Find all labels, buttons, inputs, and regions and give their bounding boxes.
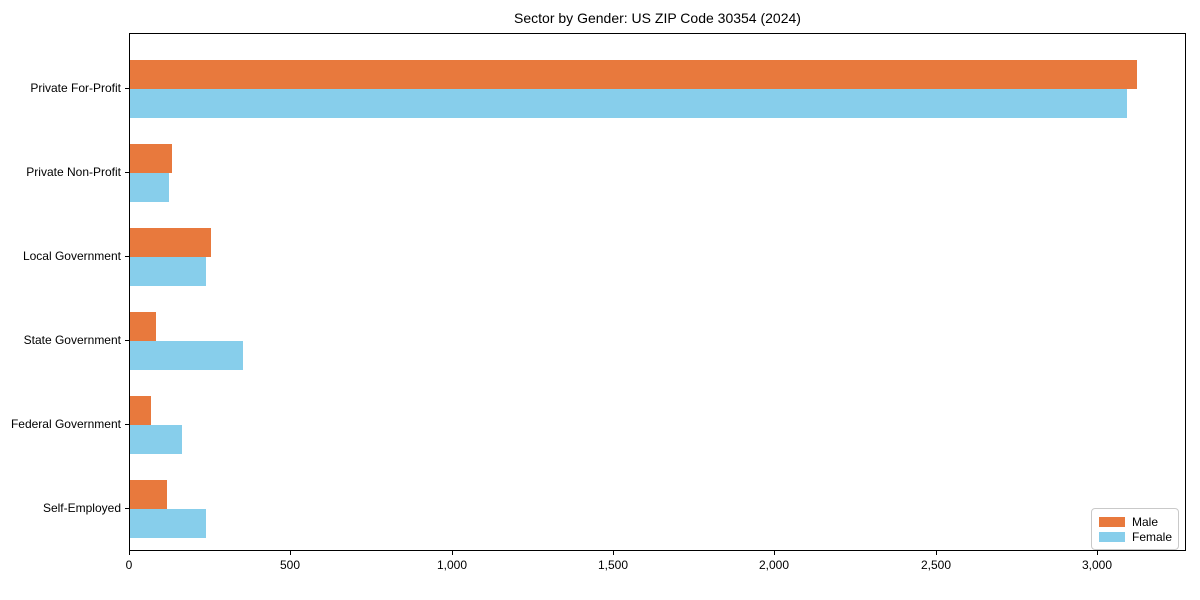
x-tick-label-4: 2,000 xyxy=(758,558,790,572)
x-tick-label-6: 3,000 xyxy=(1081,558,1113,572)
bar-male-0 xyxy=(130,60,1137,89)
legend-item-female: Female xyxy=(1099,529,1173,544)
x-tick-label-3: 1,500 xyxy=(597,558,629,572)
legend-swatch-female xyxy=(1099,531,1125,542)
y-tick-label-3: State Government xyxy=(23,333,121,347)
y-tick-5 xyxy=(125,508,129,509)
plot-area xyxy=(129,33,1186,551)
bar-female-0 xyxy=(130,89,1127,118)
bar-male-2 xyxy=(130,228,211,257)
x-tick-label-0: 0 xyxy=(125,558,133,572)
bar-female-2 xyxy=(130,257,206,286)
x-tick-3 xyxy=(613,551,614,555)
y-tick-label-0: Private For-Profit xyxy=(30,81,121,95)
y-tick-1 xyxy=(125,172,129,173)
bar-female-5 xyxy=(130,509,206,538)
y-tick-0 xyxy=(125,88,129,89)
y-tick-3 xyxy=(125,340,129,341)
bar-male-5 xyxy=(130,480,167,509)
legend-item-male: Male xyxy=(1099,514,1170,529)
legend-label-female: Female xyxy=(1132,529,1173,544)
x-tick-4 xyxy=(774,551,775,555)
x-tick-6 xyxy=(1097,551,1098,555)
y-tick-label-2: Local Government xyxy=(22,249,121,263)
bar-female-1 xyxy=(130,173,169,202)
x-tick-label-1: 500 xyxy=(279,558,301,572)
x-tick-2 xyxy=(452,551,453,555)
y-tick-2 xyxy=(125,256,129,257)
x-tick-label-2: 1,000 xyxy=(436,558,468,572)
x-tick-1 xyxy=(290,551,291,555)
bar-male-1 xyxy=(130,144,172,173)
bar-female-4 xyxy=(130,425,182,454)
y-tick-label-4: Federal Government xyxy=(10,417,121,431)
legend-label-male: Male xyxy=(1132,514,1159,529)
legend-swatch-male xyxy=(1099,516,1125,527)
x-tick-0 xyxy=(129,551,130,555)
bar-male-3 xyxy=(130,312,156,341)
chart-title: Sector by Gender: US ZIP Code 30354 (202… xyxy=(514,10,801,26)
legend: Male Female xyxy=(1091,508,1179,550)
x-tick-label-5: 2,500 xyxy=(920,558,952,572)
y-tick-label-1: Private Non-Profit xyxy=(26,165,121,179)
y-tick-label-5: Self-Employed xyxy=(42,501,121,515)
bar-male-4 xyxy=(130,396,151,425)
y-tick-4 xyxy=(125,424,129,425)
bar-female-3 xyxy=(130,341,243,370)
x-tick-5 xyxy=(936,551,937,555)
